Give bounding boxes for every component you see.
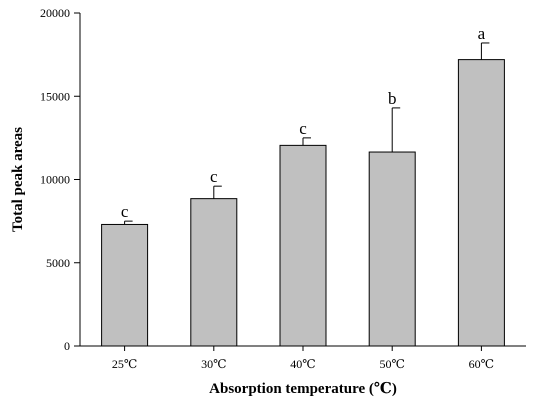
x-tick-label: 60℃ [469,357,494,371]
significance-letters: c c c b a [121,24,486,221]
bar-series [101,59,505,347]
bar [368,151,416,347]
significance-letter: c [299,119,307,138]
bar [190,198,238,347]
bar [279,144,327,347]
y-tick-label: 20000 [40,6,70,20]
x-tick-label: 25℃ [112,357,137,371]
x-tick-label: 50℃ [379,357,404,371]
y-tick-label: 15000 [40,89,70,103]
y-tick-label: 5000 [46,256,70,270]
bar [101,223,149,347]
significance-letter: c [121,202,129,221]
x-tick-label: 30℃ [201,357,226,371]
y-tick-label: 0 [64,339,70,353]
y-tick-label: 10000 [40,173,70,187]
x-tick-label: 40℃ [290,357,315,371]
y-axis-ticks: 0 5000 10000 15000 20000 [40,6,80,353]
significance-letter: c [210,167,218,186]
x-axis-title: Absorption temperature (℃) [209,381,397,397]
x-axis-ticks: 25℃ 30℃ 40℃ 50℃ 60℃ [112,346,494,371]
error-bars [124,42,490,225]
y-axis-title: Total peak areas [10,127,26,232]
significance-letter: a [478,24,486,43]
bar [457,59,505,347]
significance-letter: b [388,89,397,108]
